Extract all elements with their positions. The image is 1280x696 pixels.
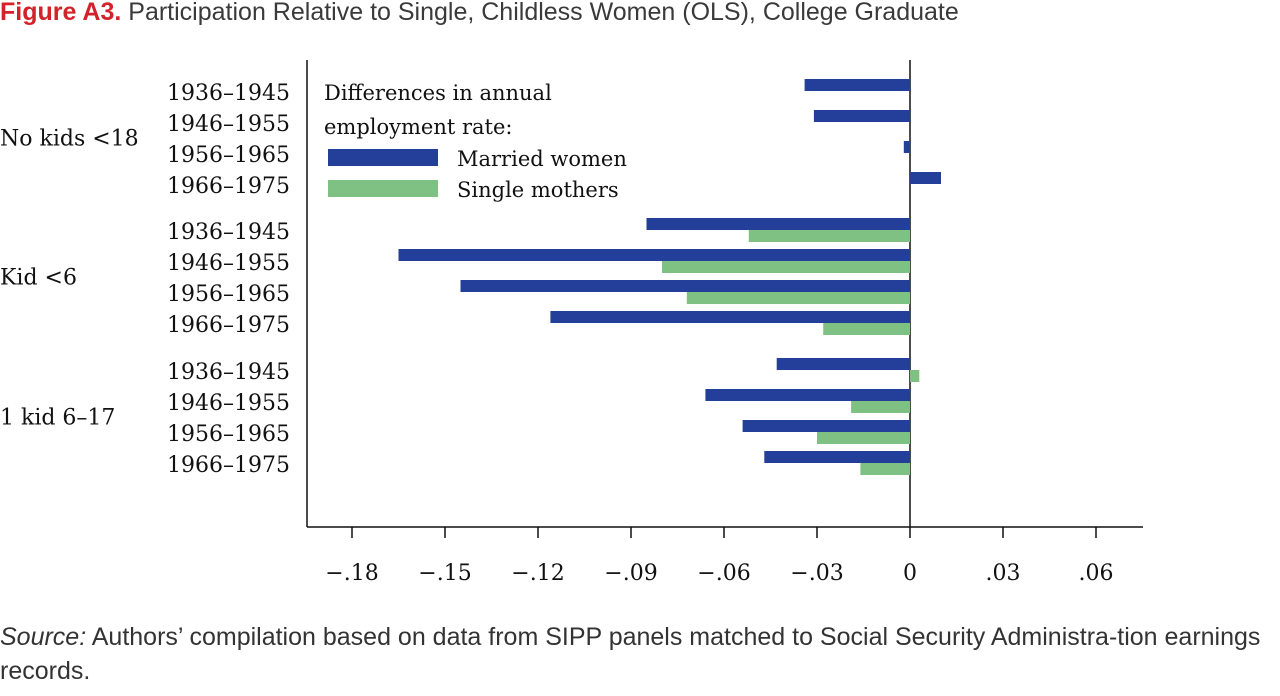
bar-married-women bbox=[903, 141, 910, 153]
x-tick-label: −.12 bbox=[511, 561, 564, 586]
group-label: Kid <6 bbox=[0, 266, 77, 291]
legend-swatch-single-mothers bbox=[328, 180, 438, 197]
bar-married-women bbox=[742, 420, 910, 432]
x-tick-label: −.06 bbox=[697, 561, 750, 586]
bar-single-mothers bbox=[851, 401, 910, 413]
source-text: Authors’ compilation based on data from … bbox=[0, 623, 1261, 685]
bar-single-mothers bbox=[910, 370, 920, 382]
x-tick-label: .06 bbox=[1079, 561, 1114, 586]
legend-title-line-2: employment rate: bbox=[324, 115, 513, 139]
bar-single-mothers bbox=[817, 432, 910, 444]
source-label: Source: bbox=[0, 623, 87, 651]
cohort-label: 1956–1965 bbox=[167, 143, 290, 168]
cohort-label: 1936–1945 bbox=[167, 220, 290, 245]
bar-married-women bbox=[460, 280, 910, 292]
bar-married-women bbox=[813, 110, 910, 122]
x-tick-label: .03 bbox=[986, 561, 1021, 586]
cohort-label: 1966–1975 bbox=[167, 174, 290, 199]
source-note: Source: Authors’ compilation based on da… bbox=[0, 620, 1278, 688]
x-tick-label: −.15 bbox=[418, 561, 471, 586]
figure-title: Figure A3. Participation Relative to Sin… bbox=[0, 0, 959, 27]
legend-swatch-married-women bbox=[328, 149, 438, 166]
legend-label-single-mothers: Single mothers bbox=[457, 178, 619, 202]
cohort-label: 1946–1955 bbox=[167, 391, 290, 416]
bar-married-women bbox=[550, 311, 910, 323]
x-tick-label: −.03 bbox=[790, 561, 843, 586]
bar-single-mothers bbox=[823, 323, 910, 335]
bar-married-women bbox=[776, 358, 910, 370]
figure-title-text: Participation Relative to Single, Childl… bbox=[128, 0, 959, 26]
figure-label: Figure A3. bbox=[0, 0, 122, 26]
bar-married-women bbox=[646, 218, 910, 230]
cohort-label: 1956–1965 bbox=[167, 422, 290, 447]
group-label: No kids <18 bbox=[0, 127, 139, 152]
x-tick-label: −.09 bbox=[604, 561, 657, 586]
cohort-label: 1946–1955 bbox=[167, 112, 290, 137]
x-tick-label: 0 bbox=[903, 561, 917, 586]
cohort-label: 1936–1945 bbox=[167, 81, 290, 106]
cohort-label: 1966–1975 bbox=[167, 453, 290, 478]
bar-married-women bbox=[764, 451, 910, 463]
bar-married-women bbox=[705, 389, 910, 401]
cohort-label: 1936–1945 bbox=[167, 360, 290, 385]
group-label: 1 kid 6–17 bbox=[0, 406, 115, 431]
cohort-label: 1966–1975 bbox=[167, 313, 290, 338]
bar-single-mothers bbox=[860, 463, 910, 475]
x-tick-label: −.18 bbox=[325, 561, 378, 586]
bar-married-women bbox=[910, 172, 941, 184]
bar-married-women bbox=[804, 79, 910, 91]
bar-married-women bbox=[398, 249, 910, 261]
bar-single-mothers bbox=[662, 261, 910, 273]
legend-label-married-women: Married women bbox=[457, 147, 627, 171]
legend-title-line-1: Differences in annual bbox=[324, 81, 552, 105]
cohort-label: 1946–1955 bbox=[167, 251, 290, 276]
bar-single-mothers bbox=[748, 230, 910, 242]
bar-single-mothers bbox=[686, 292, 910, 304]
cohort-label: 1956–1965 bbox=[167, 282, 290, 307]
